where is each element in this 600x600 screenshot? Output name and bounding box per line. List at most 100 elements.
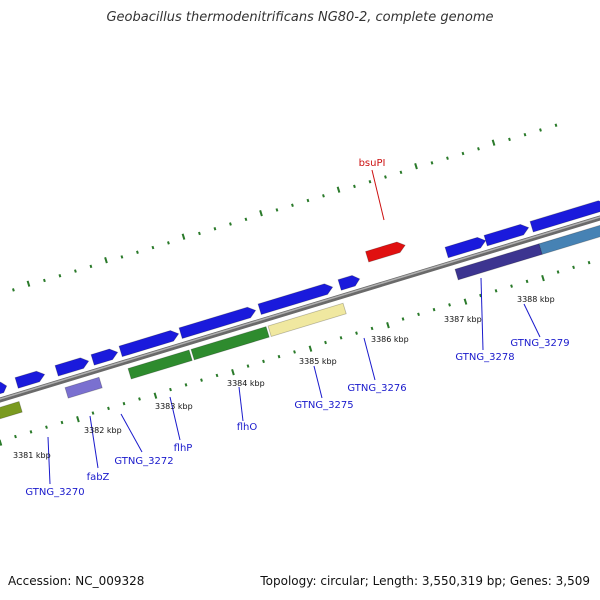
inner-tick	[246, 364, 250, 368]
inner-tick	[91, 411, 95, 415]
outer-tick	[399, 170, 403, 175]
outer-tick	[322, 194, 325, 198]
outer-tick	[368, 179, 372, 184]
gene-feature	[127, 349, 193, 380]
gene-label: flhO	[237, 422, 258, 433]
genome-backbone	[0, 215, 600, 403]
outer-tick	[353, 184, 356, 189]
inner-tick-marks	[0, 260, 591, 446]
outer-tick	[213, 227, 217, 231]
leader-line	[47, 436, 51, 485]
gene-features	[0, 200, 600, 420]
gene-feature	[257, 283, 334, 315]
outer-tick	[74, 269, 77, 273]
inner-tick	[76, 416, 80, 423]
gene-label: GTNG_3272	[114, 456, 173, 467]
scale-label: 3383 kbp	[155, 402, 193, 411]
gene-feature	[444, 237, 487, 259]
leader-line	[313, 365, 323, 399]
gene-label: GTNG_3276	[347, 383, 406, 394]
inner-tick	[370, 326, 374, 331]
gene-feature	[337, 275, 361, 291]
gene-feature	[64, 376, 103, 399]
outer-tick	[120, 255, 124, 259]
outer-tick	[198, 231, 201, 236]
inner-tick	[510, 284, 513, 288]
inner-tick	[556, 270, 560, 274]
leader-line	[480, 277, 484, 351]
outer-tick	[291, 203, 294, 207]
inner-tick	[401, 317, 405, 321]
inner-tick	[494, 289, 498, 293]
inner-tick	[215, 373, 219, 378]
map-title: Geobacillus thermodenitrificans NG80-2, …	[106, 10, 494, 25]
outer-tick	[229, 222, 232, 226]
leader-line	[120, 413, 143, 453]
genome-stats-text: Topology: circular; Length: 3,550,319 bp…	[260, 574, 590, 588]
inner-tick	[308, 345, 313, 352]
outer-tick	[89, 264, 93, 269]
gene-label: GTNG_3278	[455, 352, 514, 363]
inner-tick	[324, 340, 327, 345]
scale-label: 3385 kbp	[299, 357, 337, 366]
scale-label: 3381 kbp	[13, 451, 51, 460]
inner-tick	[463, 298, 468, 305]
gene-label: bsuPI	[359, 158, 386, 169]
inner-tick	[138, 397, 141, 401]
inner-tick	[525, 279, 529, 284]
scale-label: 3382 kbp	[84, 426, 122, 435]
gene-feature	[0, 401, 23, 420]
gene-feature	[267, 302, 347, 338]
inner-tick	[29, 430, 33, 434]
gene-feature	[178, 306, 257, 339]
outer-tick	[336, 186, 341, 193]
leader-line	[238, 386, 244, 422]
inner-tick	[432, 307, 436, 312]
scale-label: 3387 kbp	[444, 315, 482, 324]
gene-label: GTNG_3270	[25, 487, 84, 498]
outer-tick	[430, 161, 434, 165]
outer-tick-marks	[12, 123, 558, 292]
outer-tick	[259, 210, 263, 217]
outer-tick	[477, 147, 480, 151]
inner-tick	[572, 265, 575, 270]
scale-labels: 3381 kbp 3382 kbp 3383 kbp 3384 kbp 3385 kbp…	[13, 295, 555, 460]
gene-feature	[54, 357, 90, 377]
outer-tick	[461, 151, 465, 156]
inner-tick	[14, 434, 17, 439]
leader-line	[89, 415, 99, 469]
gene-label: fabZ	[87, 472, 110, 483]
gene-feature	[90, 348, 119, 366]
leader-line	[371, 169, 385, 221]
outer-tick	[12, 288, 15, 292]
gene-label: GTNG_3275	[294, 400, 353, 411]
inner-tick	[45, 425, 48, 429]
scale-label: 3384 kbp	[227, 379, 265, 388]
gene-feature	[14, 370, 46, 389]
inner-tick	[386, 321, 390, 329]
inner-tick	[107, 406, 110, 411]
inner-tick	[169, 387, 172, 392]
inner-tick	[479, 293, 482, 298]
inner-tick	[184, 383, 188, 387]
inner-tick	[277, 354, 281, 359]
inner-tick	[60, 420, 64, 425]
leader-line	[363, 337, 376, 381]
leader-line	[523, 303, 541, 338]
outer-tick	[446, 156, 449, 160]
inner-tick	[541, 274, 545, 282]
outer-tick	[539, 128, 542, 132]
outer-tick	[136, 250, 139, 254]
inner-tick	[417, 312, 420, 317]
outer-tick	[491, 139, 496, 146]
outer-tick	[275, 208, 279, 212]
outer-tick	[181, 233, 186, 240]
inner-tick	[262, 359, 265, 364]
outer-tick	[43, 278, 46, 283]
scale-label: 3386 kbp	[371, 335, 409, 344]
outer-tick	[384, 175, 387, 179]
inner-tick	[293, 350, 296, 354]
gene-feature	[365, 241, 406, 263]
